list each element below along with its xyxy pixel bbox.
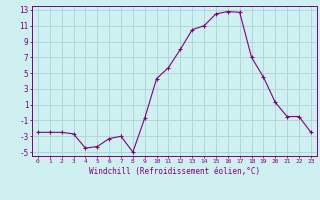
X-axis label: Windchill (Refroidissement éolien,°C): Windchill (Refroidissement éolien,°C) (89, 167, 260, 176)
